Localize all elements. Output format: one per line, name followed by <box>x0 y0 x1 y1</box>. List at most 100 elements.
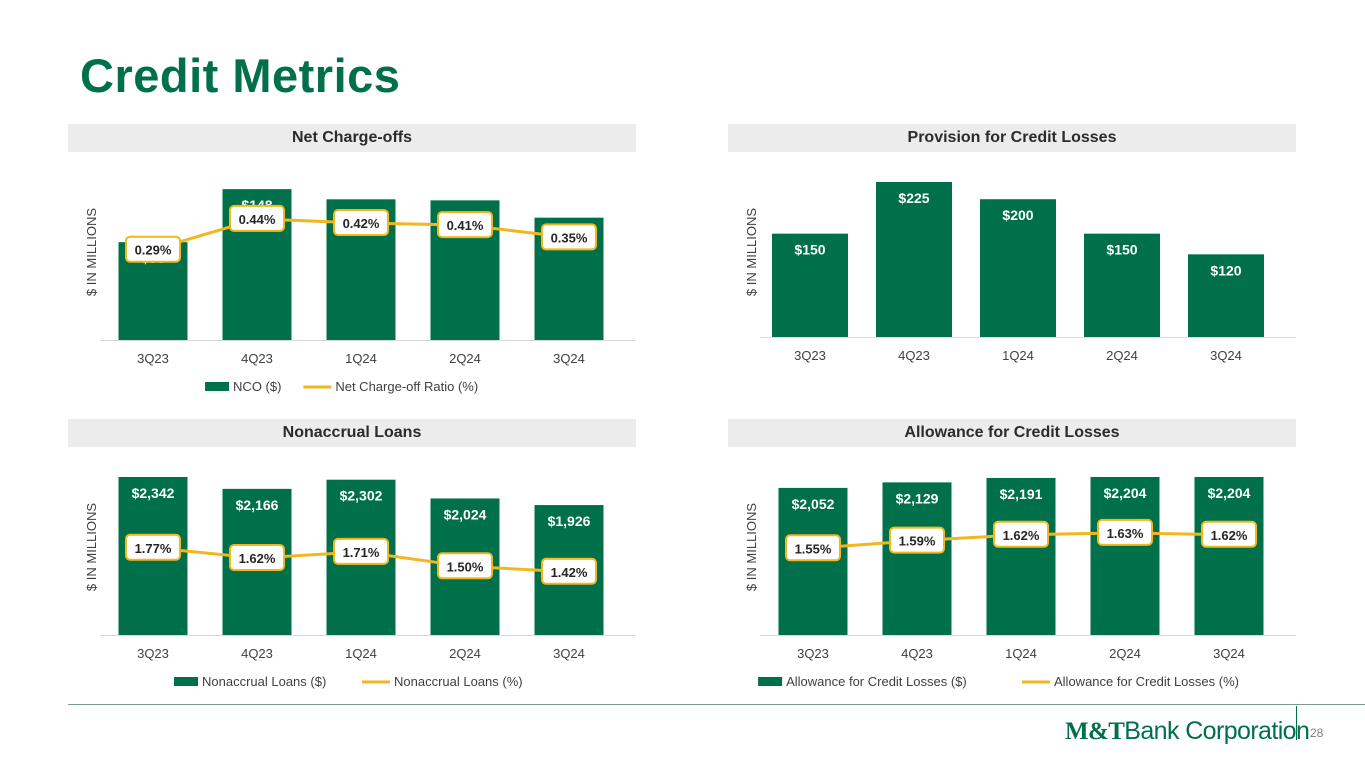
x-tick-label: 4Q23 <box>901 646 933 661</box>
ratio-value-label: 1.62% <box>1211 528 1248 543</box>
ratio-label-box <box>333 209 389 237</box>
ratio-value-label: 0.41% <box>447 218 484 233</box>
bar-3Q24 <box>1194 477 1264 635</box>
bar-4Q23 <box>882 482 952 635</box>
x-tick-label: 2Q24 <box>449 351 481 366</box>
x-tick-label: 1Q24 <box>1005 646 1037 661</box>
ratio-label-box <box>125 235 181 263</box>
bar-value-label: $2,342 <box>132 485 175 501</box>
provision-chart: $ IN MILLIONS $150 3Q23 $225 4Q23 $200 1Q24 $15… <box>744 182 1296 363</box>
page-title: Credit Metrics <box>80 49 401 102</box>
ratio-value-label: 1.59% <box>899 534 936 549</box>
bar-value-label: $2,129 <box>896 490 939 506</box>
legend-bar-label: Nonaccrual Loans ($) <box>202 674 326 689</box>
bar-2Q24 <box>1090 477 1160 635</box>
ratio-value-label: 0.42% <box>343 216 380 231</box>
ratio-label-box <box>993 520 1049 548</box>
legend-bar-swatch <box>174 677 198 686</box>
ratio-label-box <box>229 544 285 572</box>
bar-value-label: $2,052 <box>792 496 835 512</box>
bar-value-label: $2,191 <box>1000 486 1043 502</box>
brand-divider <box>1296 706 1297 740</box>
ratio-label-box <box>333 537 389 565</box>
bar-1Q24 <box>986 477 1056 635</box>
legend-line-label: Nonaccrual Loans (%) <box>394 674 523 689</box>
bar-1Q24 <box>980 199 1056 337</box>
legend-line-label: Net Charge-off Ratio (%) <box>335 379 478 394</box>
brand-logo: M&TBank Corporation <box>1065 716 1310 746</box>
ratio-label-box <box>889 526 945 554</box>
panel-title: Nonaccrual Loans <box>68 419 636 447</box>
x-tick-label: 3Q24 <box>1213 646 1245 661</box>
ratio-label-box <box>437 211 493 239</box>
page-number: 28 <box>1310 726 1324 740</box>
legend-bar-swatch <box>205 382 230 391</box>
allowance-chart: $ IN MILLIONS $2,052 3Q23 $2,129 4Q23 $2,191 1… <box>744 477 1296 689</box>
bar-value-label: $2,166 <box>236 497 279 513</box>
legend-bar-label: Allowance for Credit Losses ($) <box>786 674 967 689</box>
ratio-value-label: 0.29% <box>135 243 172 258</box>
ratio-value-label: 0.35% <box>551 230 588 245</box>
net-charge-offs-chart: $ IN MILLIONS$963Q23$1484Q23$1381Q24$137… <box>84 189 636 394</box>
x-tick-label: 4Q23 <box>241 351 273 366</box>
bar-value-label: $150 <box>1106 242 1137 258</box>
bar-2Q24 <box>1084 233 1160 337</box>
x-tick-label: 1Q24 <box>345 351 377 366</box>
bar-value-label: $225 <box>898 190 929 206</box>
ratio-label-box <box>229 204 285 232</box>
x-tick-label: 3Q23 <box>797 646 829 661</box>
panel-title: Provision for Credit Losses <box>728 124 1296 152</box>
ratio-value-label: 1.62% <box>1003 528 1040 543</box>
x-tick-label: 3Q23 <box>794 348 826 363</box>
bar-3Q24 <box>1188 254 1264 337</box>
provision-panel: Provision for Credit Losses $ IN MILLION… <box>728 124 1298 394</box>
x-tick-label: 3Q23 <box>137 351 169 366</box>
x-tick-label: 4Q23 <box>898 348 930 363</box>
ratio-label-box <box>1201 520 1257 548</box>
y-axis-label: $ IN MILLIONS <box>744 208 759 296</box>
bar-3Q23 <box>772 233 848 337</box>
y-axis-label: $ IN MILLIONS <box>744 503 759 591</box>
bar-value-label: $200 <box>1002 207 1033 223</box>
bar-value-label: $150 <box>794 242 825 258</box>
ratio-label-box <box>785 534 841 562</box>
x-tick-label: 3Q23 <box>137 646 169 661</box>
allowance-panel: Allowance for Credit Losses $ IN MILLION… <box>728 419 1298 689</box>
ratio-label-box <box>1097 518 1153 546</box>
nonaccrual-loans-chart: $ IN MILLIONS $2,342 3Q23 $2,166 4Q23 $2,302 1… <box>84 477 636 689</box>
brand-name: Bank Corporation <box>1124 717 1310 745</box>
ratio-value-label: 1.63% <box>1107 526 1144 541</box>
legend-bar-swatch <box>758 677 783 686</box>
nonaccrual-loans-panel: Nonaccrual Loans $ IN MILLIONS $2,342 3Q23… <box>68 419 638 689</box>
x-tick-label: 2Q24 <box>449 646 481 661</box>
bar-value-label: $120 <box>1210 262 1241 278</box>
ratio-value-label: 0.44% <box>239 212 276 227</box>
brand-mark: M&T <box>1065 718 1125 745</box>
panel-title: Allowance for Credit Losses <box>728 419 1296 447</box>
panel-title: Net Charge-offs <box>68 124 636 152</box>
x-tick-label: 1Q24 <box>345 646 377 661</box>
footer-divider <box>68 704 1365 705</box>
ratio-value-label: 1.50% <box>447 559 484 574</box>
ratio-label-box <box>437 552 493 580</box>
bar-value-label: $2,204 <box>1208 485 1251 501</box>
y-axis-label: $ IN MILLIONS <box>84 208 99 296</box>
legend-bar-label: NCO ($) <box>233 379 281 394</box>
ratio-value-label: 1.77% <box>135 541 172 556</box>
bar-4Q23 <box>876 182 952 337</box>
x-tick-label: 3Q24 <box>553 646 585 661</box>
x-tick-label: 4Q23 <box>241 646 273 661</box>
ratio-value-label: 1.62% <box>239 551 276 566</box>
x-tick-label: 3Q24 <box>1210 348 1242 363</box>
ratio-value-label: 1.42% <box>551 565 588 580</box>
ratio-label-box <box>125 533 181 561</box>
bar-value-label: $1,926 <box>548 513 591 529</box>
ratio-value-label: 1.71% <box>343 545 380 560</box>
net-charge-offs-panel: Net Charge-offs $ IN MILLIONS$963Q23$148… <box>68 124 638 394</box>
bar-value-label: $2,024 <box>444 506 487 522</box>
x-tick-label: 3Q24 <box>553 351 585 366</box>
ratio-label-box <box>541 557 597 585</box>
ratio-value-label: 1.55% <box>795 541 832 556</box>
y-axis-label: $ IN MILLIONS <box>84 503 99 591</box>
legend-line-label: Allowance for Credit Losses (%) <box>1054 674 1239 689</box>
